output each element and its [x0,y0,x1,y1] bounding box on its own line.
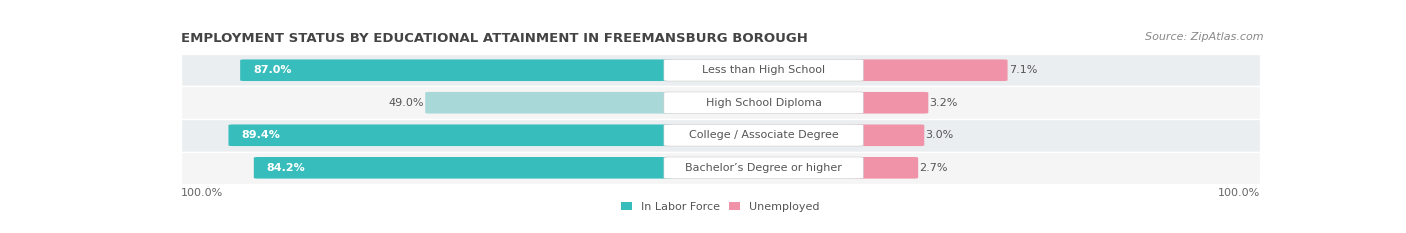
Text: 3.2%: 3.2% [929,98,957,108]
Text: 7.1%: 7.1% [1008,65,1038,75]
Text: 2.7%: 2.7% [920,163,948,173]
FancyBboxPatch shape [664,92,863,113]
FancyBboxPatch shape [425,92,672,113]
FancyBboxPatch shape [855,124,924,146]
Text: 3.0%: 3.0% [925,130,953,140]
FancyBboxPatch shape [240,59,672,81]
FancyBboxPatch shape [855,157,918,178]
Text: Bachelor’s Degree or higher: Bachelor’s Degree or higher [685,163,842,173]
Text: 100.0%: 100.0% [181,188,224,198]
FancyBboxPatch shape [664,157,863,178]
Text: High School Diploma: High School Diploma [706,98,821,108]
Text: 49.0%: 49.0% [388,98,425,108]
FancyBboxPatch shape [254,157,672,178]
FancyBboxPatch shape [855,92,928,113]
Text: 89.4%: 89.4% [242,130,280,140]
Legend: In Labor Force, Unemployed: In Labor Force, Unemployed [617,197,824,216]
Bar [181,151,1260,184]
Bar [181,86,1260,119]
FancyBboxPatch shape [228,124,672,146]
Bar [181,54,1260,86]
FancyBboxPatch shape [664,59,863,81]
Text: 100.0%: 100.0% [1218,188,1260,198]
FancyBboxPatch shape [664,124,863,146]
Text: College / Associate Degree: College / Associate Degree [689,130,838,140]
Text: 87.0%: 87.0% [253,65,291,75]
Text: Less than High School: Less than High School [702,65,825,75]
FancyBboxPatch shape [855,59,1008,81]
Bar [181,119,1260,151]
Text: Source: ZipAtlas.com: Source: ZipAtlas.com [1144,31,1263,41]
Text: 84.2%: 84.2% [267,163,305,173]
Text: EMPLOYMENT STATUS BY EDUCATIONAL ATTAINMENT IN FREEMANSBURG BOROUGH: EMPLOYMENT STATUS BY EDUCATIONAL ATTAINM… [181,31,808,45]
